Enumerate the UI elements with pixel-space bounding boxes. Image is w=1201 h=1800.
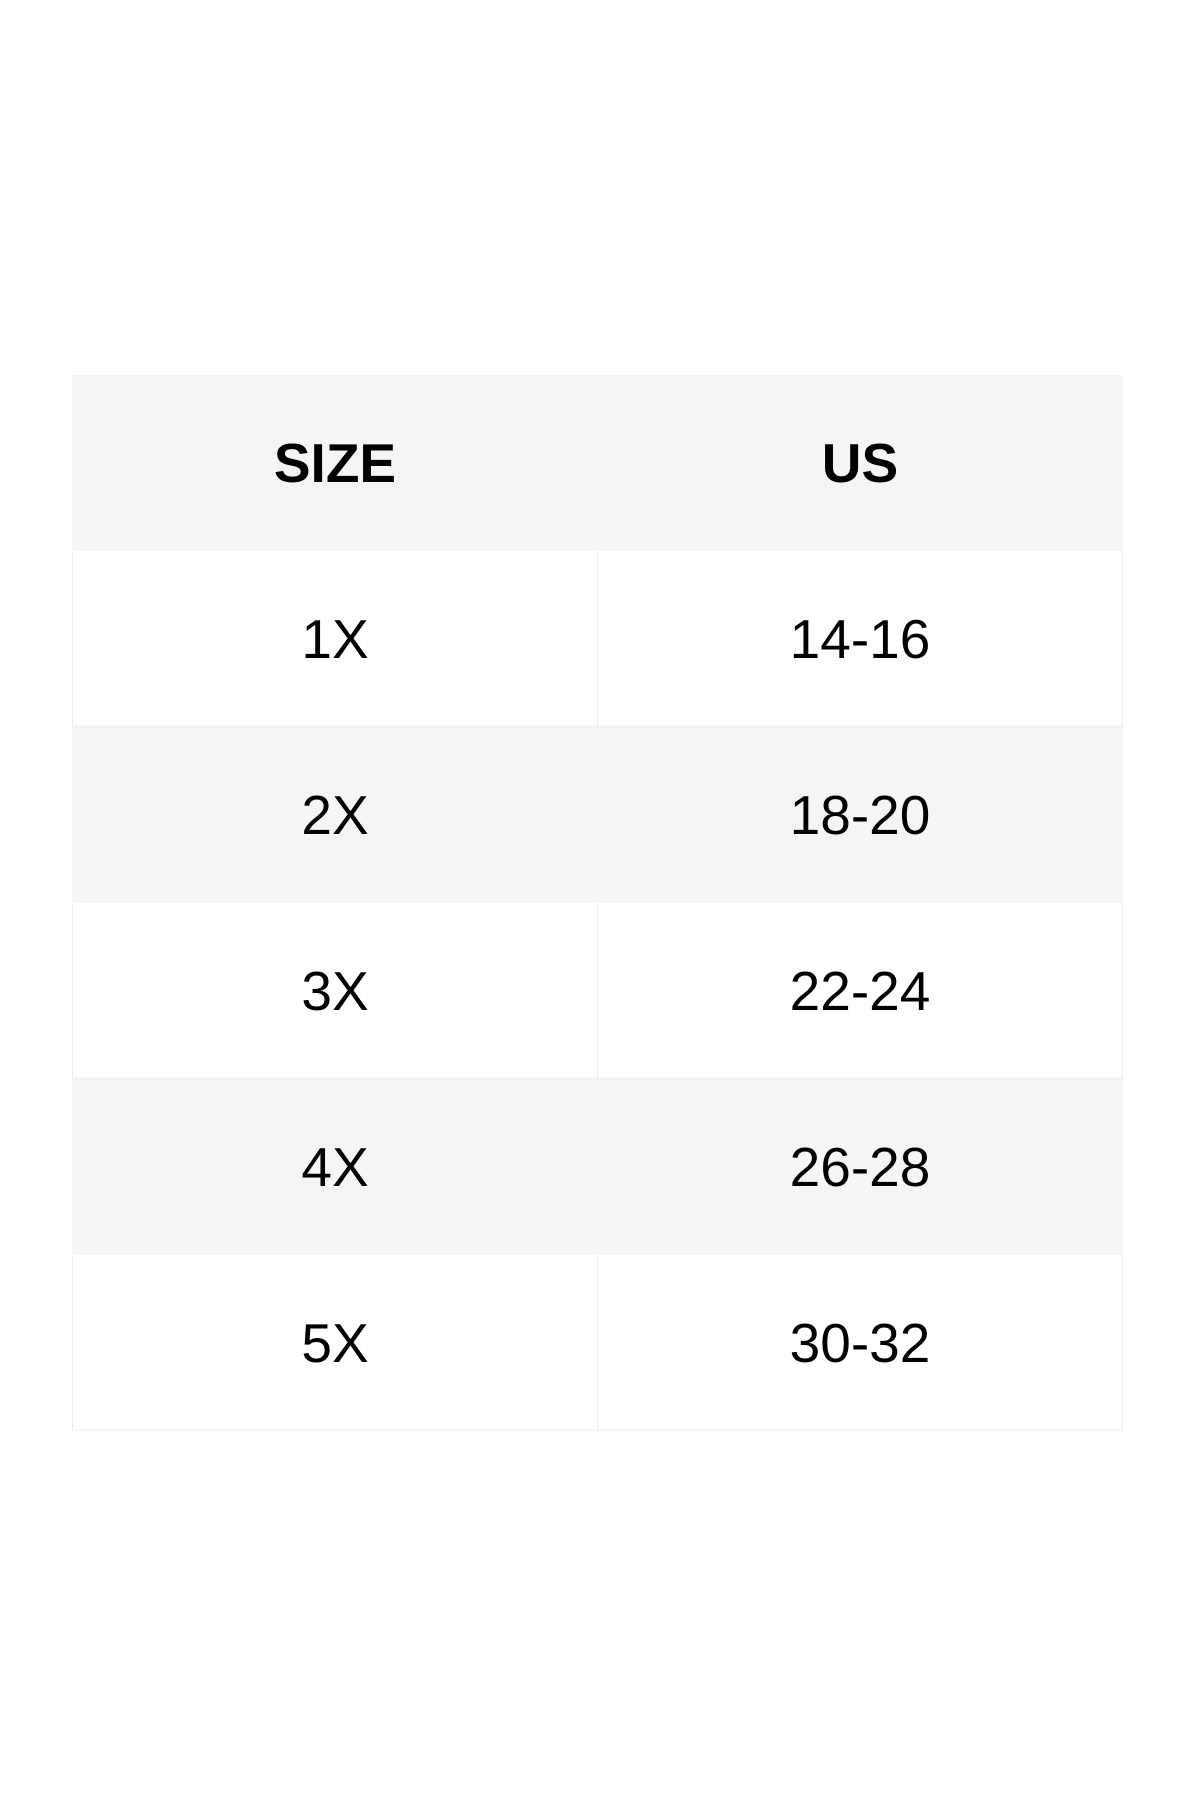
table-cell: 22-24 — [597, 902, 1123, 1079]
table-cell: 5X — [72, 1254, 598, 1431]
table-head: SIZE US — [72, 375, 1123, 551]
table-row: 1X 14-16 — [72, 550, 1123, 727]
size-chart: SIZE US 1X 14-16 2X 18-20 3X 22-24 4X 26-28 5X 30… — [72, 375, 1123, 1431]
table-cell: 18-20 — [597, 726, 1123, 903]
table-cell: 14-16 — [597, 550, 1123, 727]
table-row: 3X 22-24 — [72, 902, 1123, 1079]
table-row: 5X 30-32 — [72, 1254, 1123, 1431]
table-cell: 3X — [72, 902, 598, 1079]
table-cell: 1X — [72, 550, 598, 727]
table-cell: 26-28 — [597, 1078, 1123, 1255]
table-cell: 2X — [72, 726, 598, 903]
table-body: 1X 14-16 2X 18-20 3X 22-24 4X 26-28 5X 30-32 — [72, 550, 1123, 1431]
table-cell: 30-32 — [597, 1254, 1123, 1431]
table-row: 4X 26-28 — [72, 1078, 1123, 1255]
header-row: SIZE US — [72, 375, 1123, 551]
header-cell: SIZE — [72, 375, 598, 551]
table-cell: 4X — [72, 1078, 598, 1255]
table-row: 2X 18-20 — [72, 726, 1123, 903]
header-cell: US — [597, 375, 1123, 551]
